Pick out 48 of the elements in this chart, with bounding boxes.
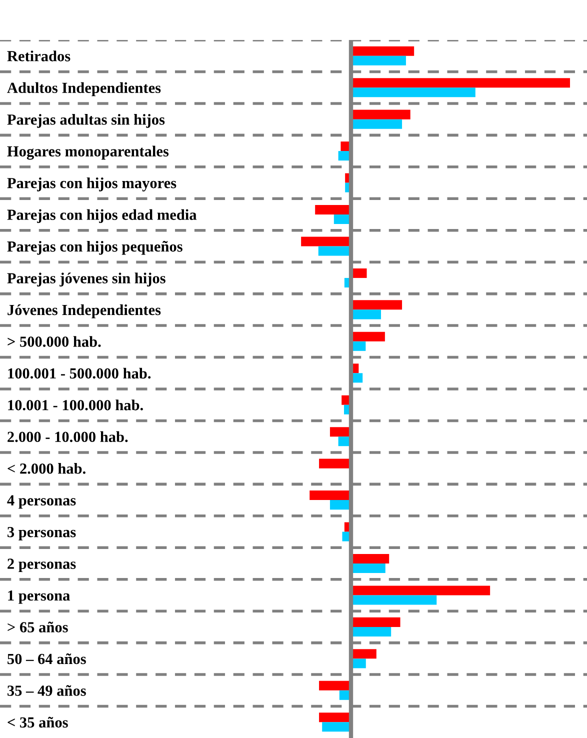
y-tick-label: 4 personas [7, 495, 76, 509]
bar [351, 56, 406, 66]
bar [351, 649, 376, 659]
y-tick-label: 10.001 - 100.000 hab. [8, 400, 143, 410]
bar [319, 458, 351, 468]
y-tick-label: 1 persona [8, 590, 70, 604]
bar [351, 595, 437, 605]
y-tick-label: > 65 años [8, 622, 68, 632]
bar [315, 204, 351, 214]
bar [330, 427, 351, 437]
y-tick-label: > 500.000 hab. [8, 336, 101, 347]
bar [330, 500, 351, 510]
bar [351, 332, 385, 342]
bar [351, 564, 386, 574]
bar [351, 300, 402, 310]
bar [351, 310, 382, 320]
bar [351, 46, 414, 56]
bar [351, 110, 410, 120]
bar [310, 490, 351, 500]
bar [351, 78, 570, 88]
y-tick-label: 50 – 64 años [8, 653, 86, 664]
y-tick-label: 3 personas [8, 526, 76, 540]
y-tick-label: Parejas adultas sin hijos [7, 114, 165, 128]
y-tick-label: Parejas jóvenes sin hijos [7, 272, 166, 287]
bar [351, 554, 390, 564]
y-tick-label: Hogares monoparentales [7, 146, 169, 160]
y-tick-label: 2 personas [8, 558, 76, 572]
y-tick-label: < 35 años [8, 716, 68, 728]
bar [351, 626, 392, 636]
y-tick-label: < 2.000 hab. [8, 463, 86, 474]
bar [319, 680, 351, 690]
bar [322, 722, 351, 732]
y-tick-label: 35 – 49 años [8, 685, 86, 696]
bar [319, 712, 351, 722]
y-tick-label: Parejas con hijos mayores [7, 177, 176, 192]
y-tick-label: 100.001 - 500.000 hab. [8, 368, 151, 379]
y-tick-label: Parejas con hijos pequeños [7, 240, 182, 255]
bar [351, 88, 476, 98]
y-tick-label: Parejas con hijos edad media [7, 209, 197, 224]
bar [351, 586, 490, 596]
bar [301, 236, 351, 246]
y-tick-label: 2.000 - 10.000 hab. [8, 431, 128, 442]
bar [318, 246, 351, 256]
bar [351, 119, 402, 129]
y-tick-label: Jóvenes Independientes [8, 304, 161, 318]
bar [351, 617, 400, 627]
y-tick-label: Adultos Independientes [7, 82, 161, 96]
y-tick-label: Retirados [7, 50, 70, 62]
